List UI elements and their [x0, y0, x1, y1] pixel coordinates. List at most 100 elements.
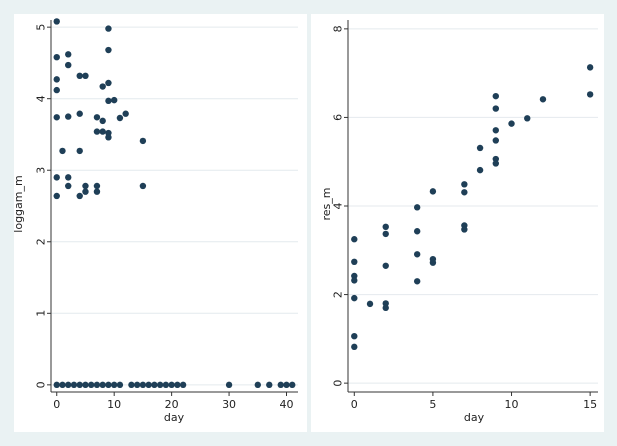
- left-data-point: [145, 381, 152, 389]
- right-data-point: [524, 115, 531, 122]
- left-data-point: [93, 128, 101, 135]
- left-data-point: [93, 381, 101, 389]
- left-data-point: [116, 381, 124, 389]
- left-data-point: [93, 188, 101, 195]
- left-points: [53, 18, 296, 389]
- right-data-point: [461, 181, 468, 188]
- right-y-tick-label: 4: [332, 203, 345, 210]
- right-data-point: [492, 127, 499, 134]
- right-x-tick-label: 10: [505, 398, 519, 411]
- right-data-point: [366, 300, 374, 308]
- right-data-point: [508, 120, 515, 127]
- right-data-point: [413, 278, 421, 285]
- right-x-axis-title: day: [464, 411, 485, 424]
- right-data-point: [382, 304, 389, 312]
- right-data-point: [492, 160, 499, 167]
- left-data-point: [174, 381, 181, 389]
- left-data-point: [53, 174, 60, 181]
- left-data-point: [99, 117, 106, 125]
- right-data-point: [351, 272, 358, 280]
- right-y-tick-label: 0: [332, 380, 345, 387]
- left-data-point: [76, 147, 83, 155]
- left-x-tick-label: 0: [53, 398, 60, 411]
- left-x-tick-label: 30: [222, 398, 236, 411]
- left-data-point: [139, 182, 147, 190]
- left-y-tick-label: 3: [35, 167, 48, 174]
- left-data-point: [277, 381, 284, 389]
- left-y-tick-label: 2: [35, 238, 48, 245]
- left-x-tick-label: 20: [165, 398, 179, 411]
- left-data-point: [225, 381, 233, 389]
- right-y-tick-label: 8: [332, 25, 345, 32]
- left-data-point: [139, 137, 147, 145]
- right-chart: 0 2 4 6 8 0 5 10 15 day res_m: [311, 14, 604, 432]
- left-data-point: [65, 61, 72, 69]
- right-data-point: [382, 262, 389, 269]
- left-data-point: [82, 381, 89, 389]
- right-data-point: [413, 204, 421, 211]
- left-data-point: [76, 110, 83, 117]
- left-data-point: [105, 97, 112, 105]
- left-data-point: [99, 381, 106, 389]
- left-data-point: [254, 381, 261, 389]
- left-data-point: [53, 76, 60, 83]
- left-data-point: [99, 83, 106, 90]
- left-data-point: [53, 192, 60, 200]
- left-data-point: [65, 51, 72, 58]
- left-chart-background: [14, 14, 307, 432]
- left-y-tick-label: 4: [35, 95, 48, 102]
- right-data-point: [429, 259, 437, 266]
- right-data-point: [382, 223, 389, 231]
- right-y-tick-label: 6: [332, 114, 345, 121]
- left-y-tick-label: 1: [35, 310, 48, 317]
- left-data-point: [99, 128, 106, 135]
- left-data-point: [168, 381, 175, 389]
- right-data-point: [586, 64, 594, 71]
- left-x-axis-title: day: [164, 411, 185, 424]
- left-data-point: [105, 25, 112, 32]
- right-data-point: [351, 333, 358, 340]
- left-data-point: [65, 381, 72, 389]
- left-data-point: [82, 182, 89, 190]
- right-data-point: [492, 105, 499, 112]
- left-data-point: [151, 381, 158, 389]
- left-data-point: [53, 114, 60, 121]
- left-data-point: [116, 114, 124, 122]
- right-x-tick-label: 15: [583, 398, 597, 411]
- left-data-point: [105, 381, 112, 389]
- right-data-point: [476, 144, 484, 152]
- left-data-point: [105, 134, 112, 141]
- left-data-point: [88, 381, 95, 389]
- left-data-point: [76, 192, 83, 200]
- right-chart-background: [311, 14, 604, 432]
- right-data-point: [351, 294, 358, 302]
- right-y-axis-title: res_m: [320, 188, 333, 221]
- right-data-point: [413, 251, 421, 258]
- left-data-point: [65, 174, 72, 181]
- left-data-point: [82, 72, 89, 80]
- left-x-tick-label: 40: [280, 398, 294, 411]
- right-data-point: [492, 155, 499, 163]
- left-data-point: [128, 381, 135, 389]
- right-data-point: [382, 230, 389, 238]
- right-data-point: [476, 166, 484, 174]
- right-data-point: [461, 189, 468, 196]
- left-data-point: [266, 381, 273, 389]
- left-y-tick-label: 0: [35, 381, 48, 388]
- right-y-tick-label: 2: [332, 291, 345, 298]
- right-grid: [348, 28, 598, 384]
- left-data-point: [122, 110, 129, 117]
- left-data-point: [162, 381, 170, 389]
- right-data-point: [351, 236, 358, 243]
- left-data-point: [76, 381, 83, 389]
- left-data-point: [65, 182, 72, 190]
- right-data-point: [492, 92, 499, 100]
- left-data-point: [156, 381, 164, 389]
- left-data-point: [133, 381, 141, 389]
- right-data-point: [351, 343, 358, 351]
- right-data-point: [351, 277, 358, 284]
- right-data-point: [492, 137, 499, 144]
- left-data-point: [105, 79, 112, 87]
- left-data-point: [179, 381, 187, 389]
- left-data-point: [110, 381, 118, 389]
